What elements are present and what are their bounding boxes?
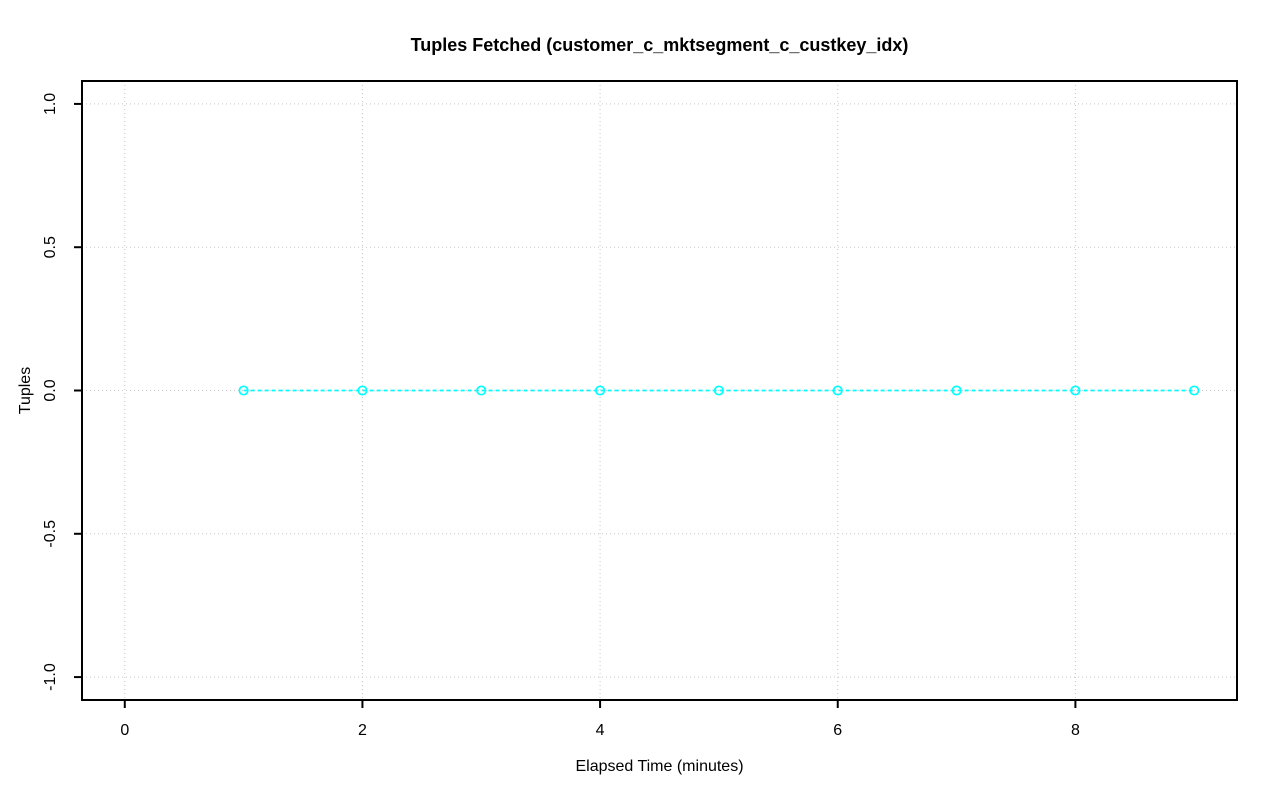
y-axis-title: Tuples — [17, 367, 34, 414]
y-tick-label: 0.5 — [42, 236, 59, 258]
data-point — [951, 385, 962, 396]
data-point — [1070, 385, 1081, 396]
x-tick-label: 0 — [120, 722, 129, 739]
chart-title: Tuples Fetched (customer_c_mktsegment_c_… — [411, 35, 909, 55]
x-tick-label: 8 — [1071, 722, 1080, 739]
x-axis-title: Elapsed Time (minutes) — [575, 758, 743, 775]
x-tick-label: 6 — [833, 722, 842, 739]
data-point — [1189, 385, 1200, 396]
data-point — [476, 385, 487, 396]
x-tick-label: 2 — [358, 722, 367, 739]
y-tick-label: -0.5 — [42, 520, 59, 548]
data-point — [832, 385, 843, 396]
x-tick-label: 4 — [596, 722, 605, 739]
y-tick-label: 1.0 — [42, 93, 59, 115]
data-point — [595, 385, 606, 396]
data-point — [357, 385, 368, 396]
y-tick-label: -1.0 — [42, 663, 59, 691]
plot-layer: 0 2 4 6 8 -1.0 -0.5 0.0 0.5 1.0 — [42, 80, 1238, 739]
data-point — [713, 385, 724, 396]
data-point — [238, 385, 249, 396]
y-tick-label: 0.0 — [42, 379, 59, 401]
